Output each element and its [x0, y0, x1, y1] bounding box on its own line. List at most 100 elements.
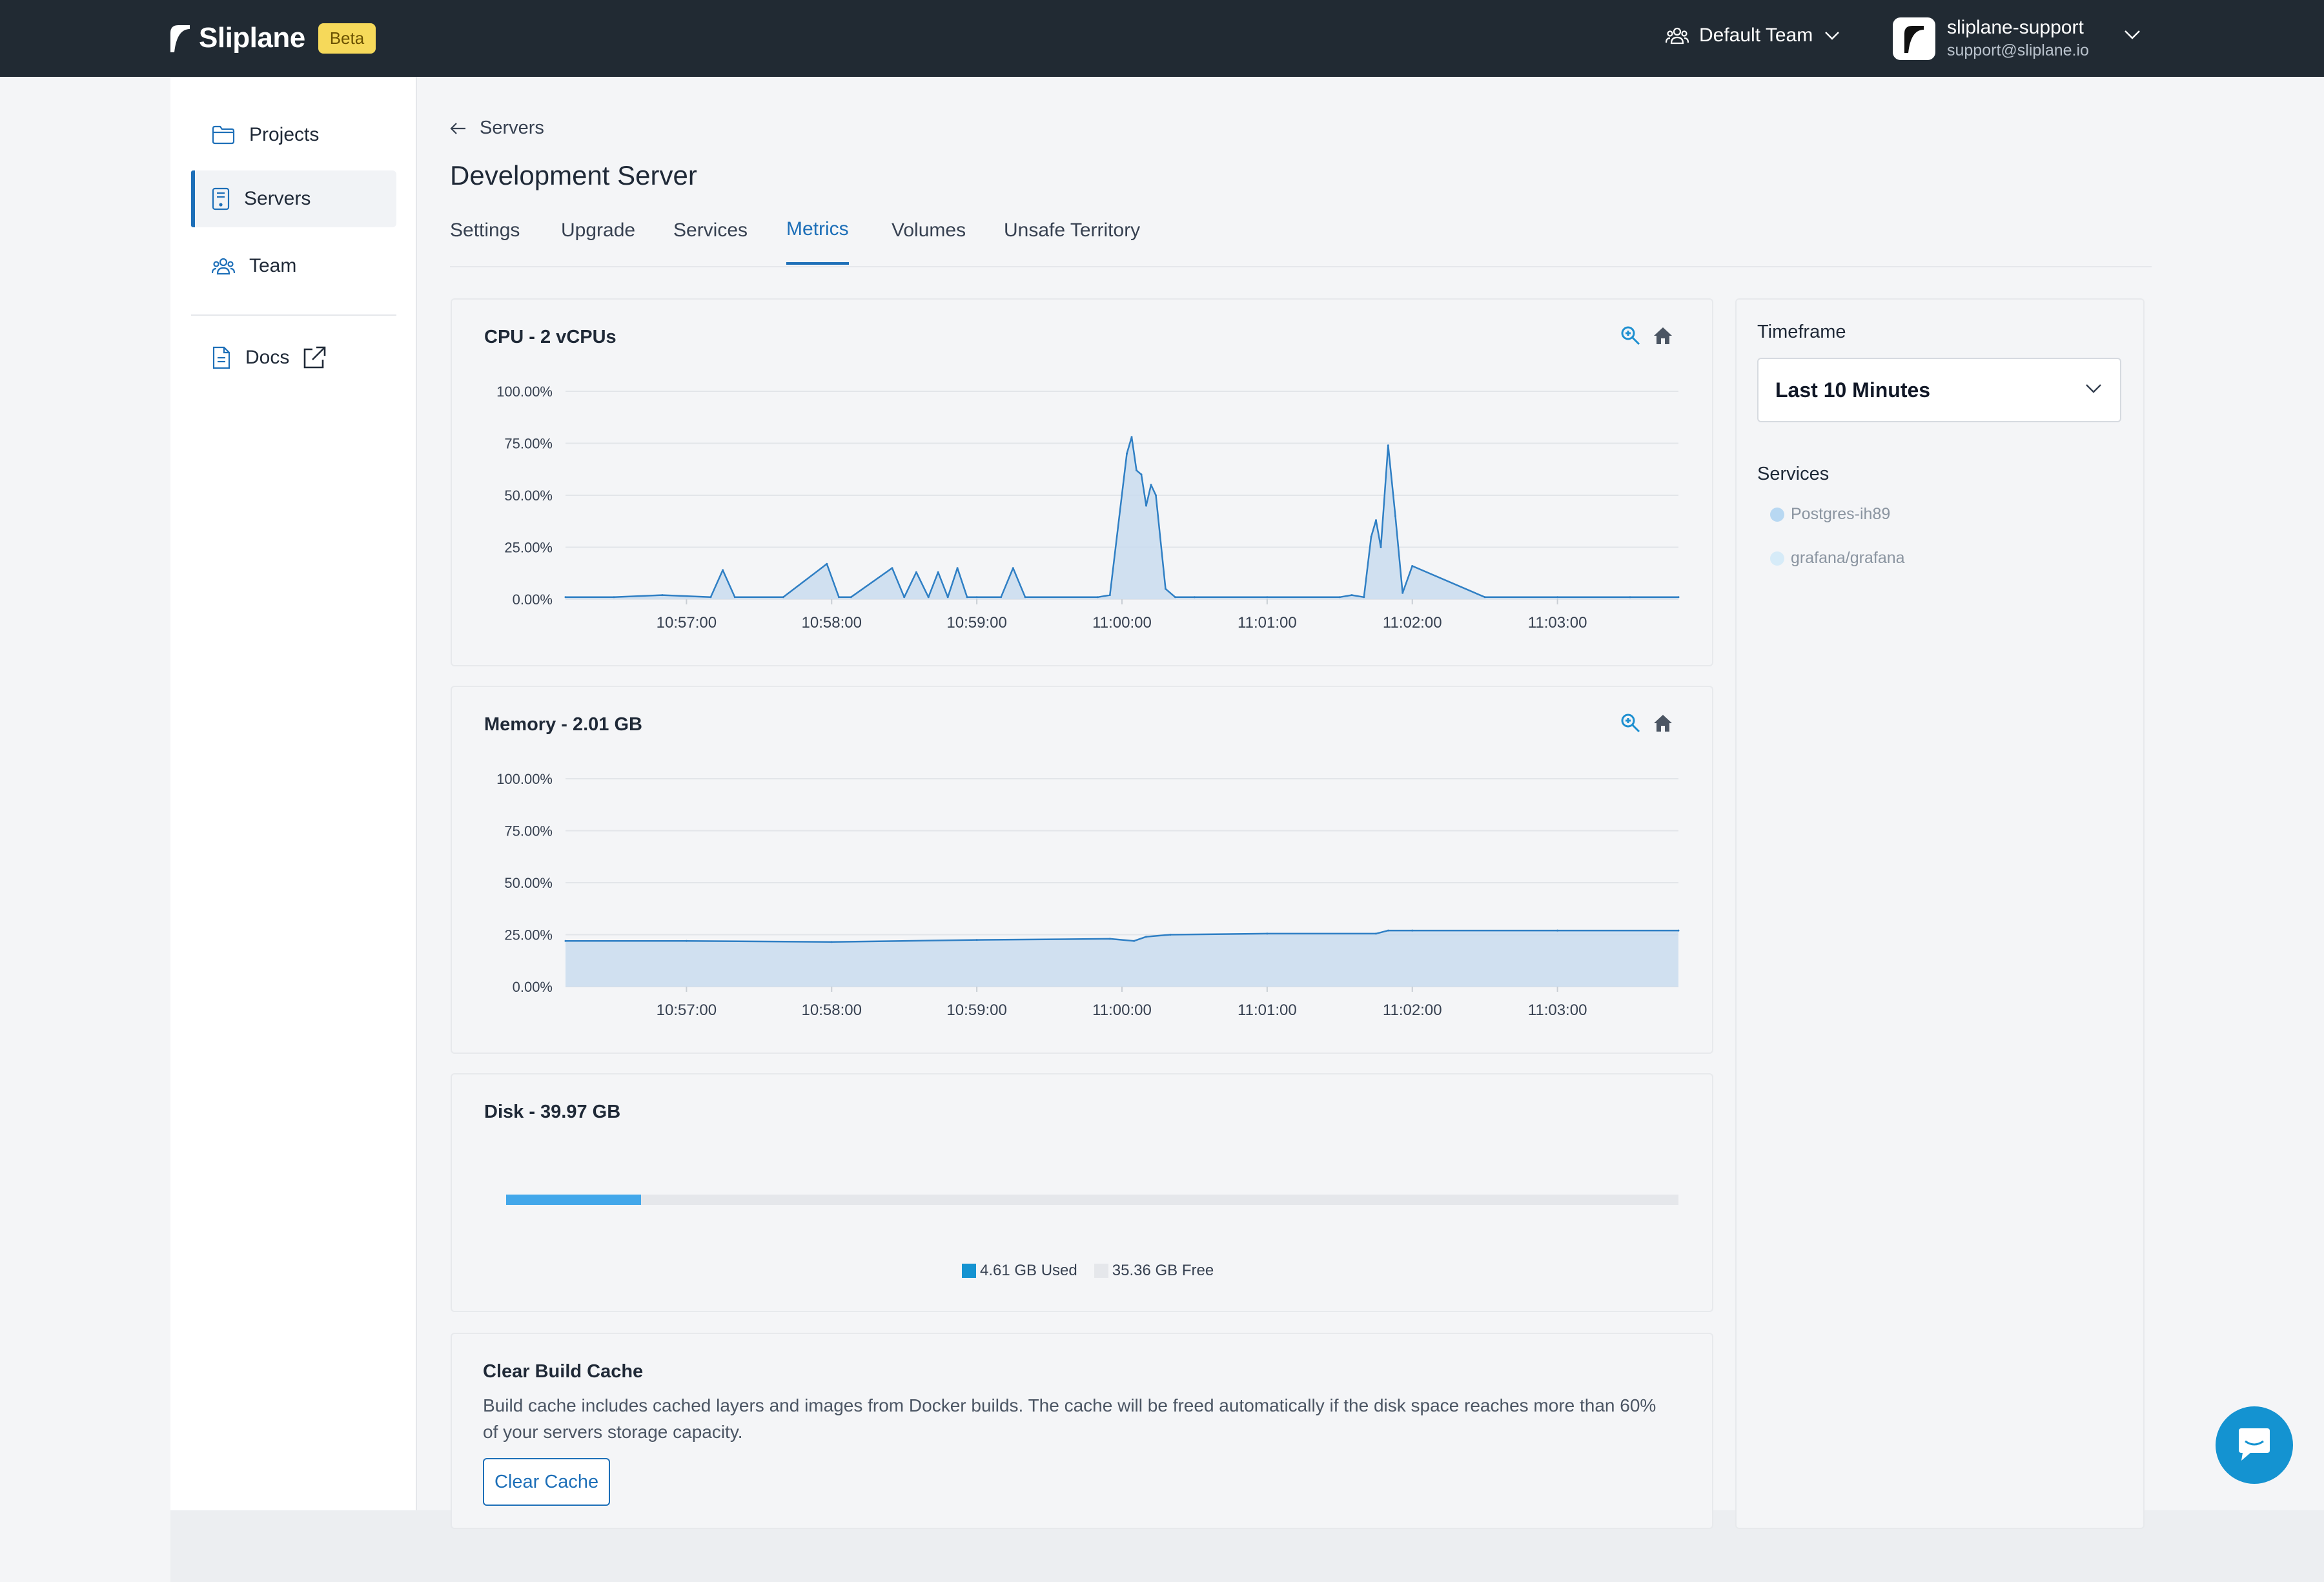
service-toggle-grafana[interactable]: grafana/grafana [1770, 549, 1905, 568]
cpu-data-point [1380, 546, 1382, 548]
document-icon [212, 346, 230, 369]
legend-used-swatch [962, 1264, 976, 1278]
cpu-data-point [1024, 596, 1026, 599]
sidebar-item-label: Docs [245, 347, 290, 368]
page-title: Development Server [450, 160, 697, 190]
tab-metrics[interactable]: Metrics [786, 218, 849, 265]
sidebar-item-label: Servers [244, 188, 311, 209]
top-bar: Sliplane Beta Default Team sliplane-supp… [0, 0, 2324, 77]
team-icon [212, 258, 235, 275]
memory-data-point [685, 940, 688, 942]
cpu-chart-title: CPU - 2 vCPUs [484, 327, 617, 347]
memory-data-point [1375, 932, 1377, 935]
cpu-data-point [966, 596, 968, 599]
cpu-data-point [915, 571, 917, 573]
memory-data-point [975, 939, 978, 941]
tab-bar: Settings Upgrade Services Metrics Volume… [450, 213, 2152, 267]
disk-used-fill [506, 1195, 642, 1205]
sidebar-item-label: Projects [249, 124, 320, 145]
cpu-chart-card: CPU - 2 vCPUs 100.00% 75.00% 50.00% 25.00% 0… [451, 298, 1713, 666]
tab-settings[interactable]: Settings [450, 220, 520, 241]
tab-upgrade[interactable]: Upgrade [561, 220, 636, 241]
clear-cache-button[interactable]: Clear Cache [483, 1458, 611, 1506]
chat-launcher-button[interactable] [2216, 1406, 2293, 1484]
disk-usage-bar [506, 1195, 1678, 1205]
cpu-data-point [1351, 594, 1353, 597]
cpu-x-tick-label: 11:00:00 [1092, 614, 1152, 632]
memory-x-tick-label: 10:57:00 [657, 1002, 717, 1019]
team-name: Default Team [1699, 25, 1813, 46]
sidebar-item-projects[interactable]: Projects [191, 107, 396, 163]
cpu-x-tick-label: 10:57:00 [657, 614, 717, 632]
clear-cache-card: Clear Build Cache Build cache includes c… [451, 1333, 1713, 1529]
clear-cache-title: Clear Build Cache [483, 1361, 644, 1382]
cpu-data-point [564, 596, 567, 599]
back-link-label: Servers [480, 118, 544, 138]
arrow-left-icon [450, 122, 465, 134]
team-switcher[interactable]: Default Team [1666, 25, 1850, 46]
folder-icon [212, 125, 235, 145]
cpu-data-point [1363, 596, 1365, 599]
memory-y-tick-label: 50.00% [504, 875, 553, 891]
sliplane-logo-icon [1904, 25, 1924, 53]
cpu-x-tick-label: 11:01:00 [1238, 614, 1297, 632]
memory-data-point [1169, 934, 1172, 936]
cpu-data-point [946, 596, 949, 599]
memory-data-point [1556, 929, 1559, 932]
memory-chart-card: Memory - 2.01 GB 100.00% 75.00% 50.00% 25.0… [451, 686, 1713, 1054]
tab-volumes[interactable]: Volumes [892, 220, 966, 241]
cpu-data-point [1150, 484, 1152, 486]
disk-legend: 4.61 GB Used 35.36 GB Free [962, 1262, 1214, 1280]
sidebar-item-docs[interactable]: Docs [191, 329, 396, 386]
legend-used-label: 4.61 GB Used [980, 1262, 1077, 1279]
cpu-data-point [722, 569, 724, 571]
timeframe-select[interactable]: Last 10 Minutes [1757, 358, 2121, 422]
zoom-icon[interactable] [1620, 325, 1641, 346]
memory-x-tick-label: 11:01:00 [1238, 1002, 1297, 1019]
service-toggle-postgres[interactable]: Postgres-ih89 [1770, 505, 1890, 524]
cpu-x-tick-label: 11:02:00 [1383, 614, 1442, 632]
cpu-x-tick-label: 10:58:00 [802, 614, 862, 632]
user-menu[interactable]: sliplane-support support@sliplane.io [1893, 17, 2089, 60]
sidebar-item-servers[interactable]: Servers [191, 170, 396, 227]
chat-bubble-icon [2239, 1428, 2270, 1461]
memory-data-point [1108, 938, 1111, 940]
legend-free-swatch [1094, 1264, 1108, 1278]
cpu-data-point [903, 596, 906, 599]
beta-badge: Beta [318, 23, 376, 54]
memory-x-tick-label: 11:02:00 [1383, 1002, 1442, 1019]
memory-y-tick-label: 0.00% [513, 979, 553, 995]
services-label: Services [1757, 464, 1830, 484]
cpu-data-point [709, 596, 712, 599]
memory-series-line [566, 929, 1678, 943]
brand[interactable]: Sliplane Beta [169, 22, 376, 54]
cpu-data-point [1483, 596, 1486, 599]
sidebar-item-team[interactable]: Team [191, 238, 396, 294]
tab-services[interactable]: Services [673, 220, 748, 241]
cpu-x-tick-label: 10:59:00 [946, 614, 1006, 632]
cpu-data-point [782, 596, 784, 599]
memory-x-tick-label: 10:58:00 [802, 1002, 862, 1019]
service-dot [1770, 507, 1784, 522]
cpu-data-point [1193, 596, 1196, 599]
memory-chart-title: Memory - 2.01 GB [484, 714, 642, 735]
clear-cache-description: Build cache includes cached layers and i… [483, 1395, 1656, 1442]
home-icon[interactable] [1653, 713, 1673, 734]
home-icon[interactable] [1653, 325, 1673, 346]
memory-data-point [1133, 940, 1136, 942]
avatar [1893, 17, 1935, 60]
cpu-data-point [1411, 565, 1414, 567]
memory-y-tick-label: 75.00% [504, 823, 553, 839]
memory-y-tick-label: 100.00% [496, 771, 553, 787]
cpu-data-point [1370, 535, 1372, 538]
brand-name: Sliplane [199, 22, 305, 54]
external-link-icon [304, 346, 326, 369]
zoom-icon[interactable] [1620, 713, 1641, 734]
back-link[interactable]: Servers [450, 118, 544, 139]
legend-free-label: 35.36 GB Free [1112, 1262, 1214, 1279]
tab-unsafe-territory[interactable]: Unsafe Territory [1004, 220, 1141, 241]
chevron-down-icon[interactable] [2124, 30, 2141, 40]
cpu-data-point [1402, 591, 1404, 594]
cpu-data-point [661, 594, 664, 597]
memory-data-point [1387, 929, 1389, 932]
